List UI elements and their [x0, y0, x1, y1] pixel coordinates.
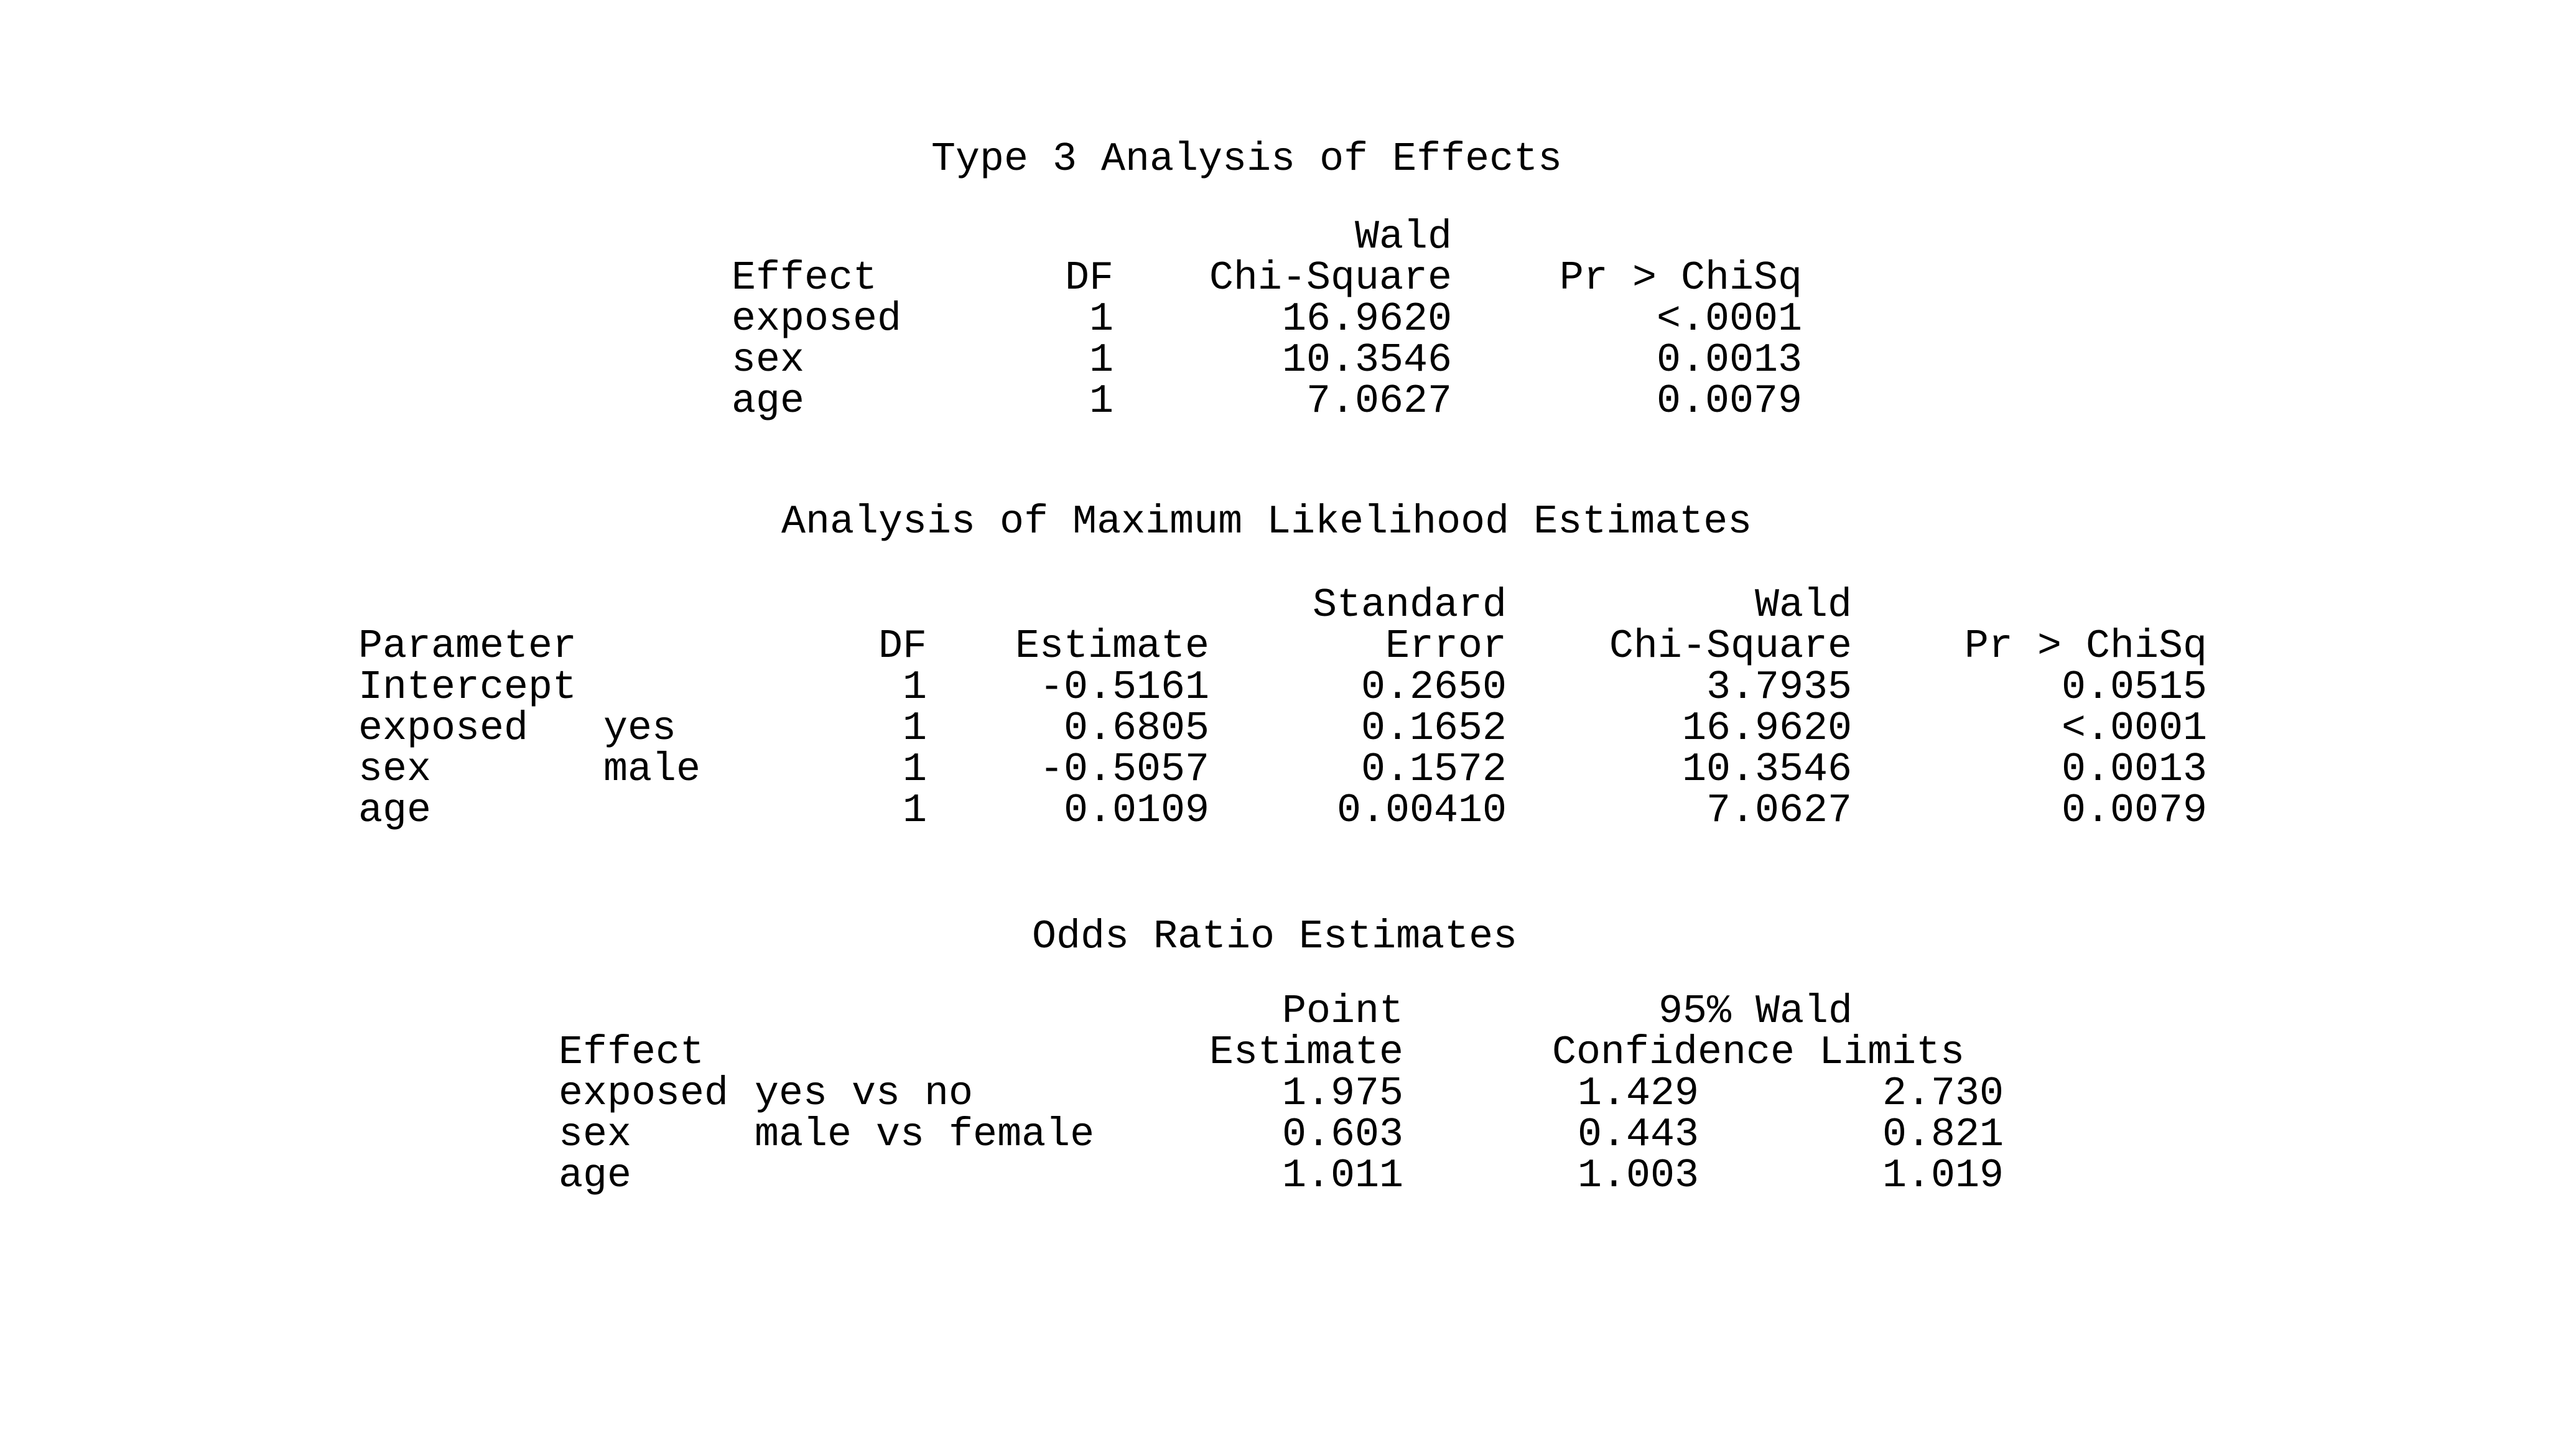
cell-df: 1	[902, 664, 927, 710]
column-header-top-line: Wald	[0, 216, 2576, 258]
column-header-effect: Effect	[559, 1029, 705, 1076]
table-row: exposed 1 16.9620 <.0001	[0, 299, 2576, 340]
column-header-df: DF	[878, 623, 927, 669]
column-header-error: Error	[1385, 623, 1507, 669]
column-header-estimate: Estimate	[1015, 623, 1209, 669]
table-row: Intercept 1 -0.5161 0.2650 3.7935 0.0515	[0, 667, 2576, 708]
sas-listing-page: { "page": { "background": "#ffffff", "te…	[0, 139, 2576, 1196]
cell-effect: sex	[732, 337, 805, 383]
cell-error: 0.2650	[1360, 664, 1507, 710]
column-header-estimate: Estimate	[1209, 1029, 1403, 1076]
table-title: Odds Ratio Estimates	[1032, 914, 1518, 960]
cell-estimate: 0.6805	[1063, 705, 1209, 751]
column-header-confidence-limits: Confidence Limits	[1552, 1029, 1965, 1076]
cell-df: 1	[902, 788, 927, 834]
cell-chi-square: 3.7935	[1706, 664, 1852, 710]
cell-upper-cl: 0.821	[1882, 1112, 2004, 1158]
table-row: sex male vs female 0.603 0.443 0.821	[0, 1114, 2576, 1155]
table-row: exposed yes 1 0.6805 0.1652 16.9620 <.00…	[0, 708, 2576, 749]
cell-parameter: exposed	[358, 705, 529, 751]
cell-chi-square: 16.9620	[1281, 296, 1452, 342]
column-header-point: Point	[1281, 988, 1403, 1034]
table-title: Analysis of Maximum Likelihood Estimates	[781, 499, 1752, 545]
cell-chi-square: 7.0627	[1306, 378, 1452, 424]
cell-chi-square: 7.0627	[1706, 788, 1852, 834]
column-header-df: DF	[1064, 255, 1114, 301]
cell-chi-square: 10.3546	[1281, 337, 1452, 383]
column-header-wald: Wald	[1754, 582, 1852, 628]
cell-comparison: yes vs no	[755, 1071, 974, 1117]
column-header-standard: Standard	[1312, 582, 1507, 628]
cell-error: 0.1652	[1360, 705, 1507, 751]
cell-error: 0.00410	[1336, 788, 1507, 834]
table-title-line: Analysis of Maximum Likelihood Estimates	[0, 501, 2576, 542]
column-header-parameter: Parameter	[358, 623, 577, 669]
cell-effect: sex	[559, 1112, 632, 1158]
table-row: age 1.011 1.003 1.019	[0, 1155, 2576, 1196]
table-row: sex 1 10.3546 0.0013	[0, 340, 2576, 381]
cell-df: 1	[902, 746, 927, 792]
cell-pr-chisq: 0.0515	[2061, 664, 2207, 710]
cell-level: male	[603, 746, 701, 792]
cell-df: 1	[1089, 296, 1114, 342]
cell-estimate: 0.0109	[1063, 788, 1209, 834]
cell-estimate: -0.5161	[1039, 664, 1209, 710]
cell-point-estimate: 0.603	[1281, 1112, 1403, 1158]
cell-parameter: sex	[358, 746, 432, 792]
cell-comparison: male vs female	[755, 1112, 1095, 1158]
column-header-line: Parameter DF Estimate Error Chi-Square P…	[0, 626, 2576, 667]
column-header-line: Effect DF Chi-Square Pr > ChiSq	[0, 258, 2576, 299]
column-header-95-wald: 95% Wald	[1658, 988, 1853, 1034]
cell-point-estimate: 1.011	[1281, 1153, 1403, 1199]
column-header-line: Effect Estimate Confidence Limits	[0, 1032, 2576, 1073]
cell-level: yes	[603, 705, 677, 751]
column-header-chi-square: Chi-Square	[1209, 255, 1452, 301]
cell-error: 0.1572	[1360, 746, 1507, 792]
cell-pr-chisq: <.0001	[2061, 705, 2207, 751]
cell-effect: exposed	[559, 1071, 729, 1117]
cell-chi-square: 10.3546	[1681, 746, 1852, 792]
cell-pr-chisq: 0.0013	[2061, 746, 2207, 792]
column-header-effect: Effect	[732, 255, 878, 301]
table-row: exposed yes vs no 1.975 1.429 2.730	[0, 1073, 2576, 1114]
column-header-pr-chisq: Pr > ChiSq	[1964, 623, 2207, 669]
cell-effect: exposed	[732, 296, 902, 342]
cell-upper-cl: 2.730	[1882, 1071, 2004, 1117]
cell-parameter: Intercept	[358, 664, 577, 710]
cell-effect: age	[732, 378, 805, 424]
table-title-line: Odds Ratio Estimates	[0, 916, 2576, 957]
table-row: age 1 7.0627 0.0079	[0, 381, 2576, 422]
cell-df: 1	[1089, 378, 1114, 424]
cell-chi-square: 16.9620	[1681, 705, 1852, 751]
column-header-wald: Wald	[1354, 214, 1452, 260]
cell-pr-chisq: 0.0079	[2061, 788, 2207, 834]
table-row: age 1 0.0109 0.00410 7.0627 0.0079	[0, 790, 2576, 831]
cell-lower-cl: 0.443	[1577, 1112, 1699, 1158]
cell-effect: age	[559, 1153, 632, 1199]
cell-estimate: -0.5057	[1039, 746, 1209, 792]
table-title-line: Type 3 Analysis of Effects	[0, 139, 2576, 180]
cell-pr-chisq: <.0001	[1656, 296, 1802, 342]
table-title: Type 3 Analysis of Effects	[931, 136, 1563, 182]
column-header-pr-chisq: Pr > ChiSq	[1559, 255, 1802, 301]
column-header-top-line: Standard Wald	[0, 585, 2576, 626]
cell-lower-cl: 1.429	[1577, 1071, 1699, 1117]
cell-point-estimate: 1.975	[1281, 1071, 1403, 1117]
column-header-chi-square: Chi-Square	[1609, 623, 1852, 669]
column-header-top-line: Point 95% Wald	[0, 991, 2576, 1032]
cell-pr-chisq: 0.0013	[1656, 337, 1802, 383]
cell-pr-chisq: 0.0079	[1656, 378, 1802, 424]
cell-df: 1	[902, 705, 927, 751]
cell-parameter: age	[358, 788, 432, 834]
table-row: sex male 1 -0.5057 0.1572 10.3546 0.0013	[0, 749, 2576, 790]
cell-lower-cl: 1.003	[1577, 1153, 1699, 1199]
cell-upper-cl: 1.019	[1882, 1153, 2004, 1199]
cell-df: 1	[1089, 337, 1114, 383]
